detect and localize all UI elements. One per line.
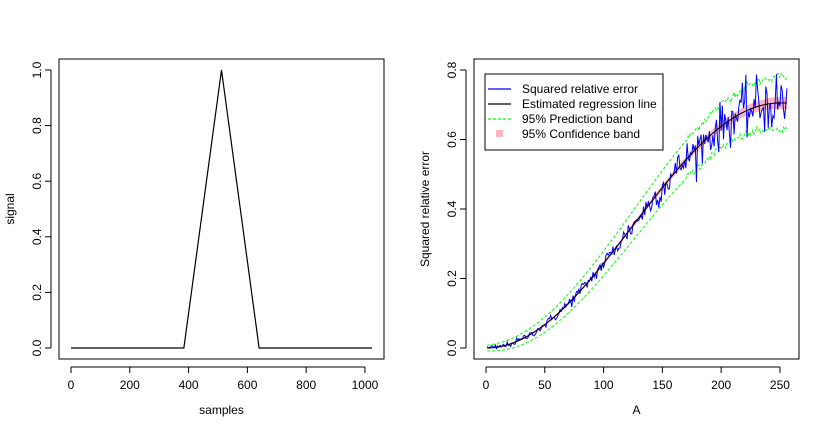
- error-data-marks: [486, 72, 788, 352]
- error-plot-box: [473, 58, 800, 360]
- y-tick-label: 0.6: [30, 173, 44, 190]
- legend-entry: 95% Prediction band: [488, 112, 633, 126]
- legend-label: 95% Confidence band: [522, 127, 640, 141]
- y-tick-label: 0.0: [30, 339, 44, 356]
- x-tick-label: 400: [179, 378, 199, 392]
- signal-data-marks: [71, 69, 372, 349]
- signal-y-tick-labels: 0.0 0.2 0.4 0.6 0.8 1.0: [30, 61, 44, 356]
- signal-axis-ticks: [45, 69, 366, 373]
- y-tick-label: 0.0: [445, 339, 459, 356]
- x-tick-label: 50: [538, 378, 552, 392]
- legend-entry: Estimated regression line: [488, 97, 657, 111]
- signal-y-axis-title: signal: [3, 193, 17, 224]
- error-y-axis-title: Squared relative error: [418, 151, 432, 267]
- x-tick-label: 800: [296, 378, 316, 392]
- error-x-tick-labels: 0 50 100 150 200 250: [483, 378, 791, 392]
- y-tick-label: 0.8: [30, 117, 44, 134]
- prediction-band-lower: [487, 123, 788, 352]
- signal-x-axis-title: samples: [199, 403, 244, 417]
- prediction-band-upper: [487, 72, 788, 346]
- signal-plot-box: [58, 58, 385, 360]
- legend-entry: Squared relative error: [488, 82, 638, 96]
- y-tick-label: 0.4: [30, 228, 44, 245]
- error-y-tick-labels: 0.0 0.2 0.4 0.6 0.8: [445, 61, 459, 356]
- x-tick-label: 600: [237, 378, 257, 392]
- legend-label: Squared relative error: [522, 82, 638, 96]
- x-tick-label: 100: [594, 378, 614, 392]
- x-tick-label: 250: [770, 378, 790, 392]
- x-tick-label: 200: [120, 378, 140, 392]
- regression-line: [487, 102, 787, 349]
- y-tick-label: 0.2: [30, 284, 44, 301]
- x-tick-label: 150: [652, 378, 672, 392]
- x-tick-label: 0: [68, 378, 75, 392]
- y-tick-label: 0.2: [445, 270, 459, 287]
- signal-chart: 0 200 400 600 800 1000 0.0 0.2 0.4 0.6 0.8 1.0 sam…: [3, 58, 385, 417]
- y-tick-label: 0.4: [445, 200, 459, 217]
- y-tick-label: 1.0: [30, 61, 44, 78]
- legend-box: [484, 73, 664, 151]
- y-tick-label: 0.8: [445, 61, 459, 78]
- signal-x-tick-labels: 0 200 400 600 800 1000: [68, 378, 379, 392]
- error-axis-ticks: [460, 69, 781, 373]
- legend-label: 95% Prediction band: [522, 112, 633, 126]
- signal-line: [71, 69, 372, 349]
- y-tick-label: 0.6: [445, 131, 459, 148]
- x-tick-label: 0: [483, 378, 490, 392]
- x-tick-label: 200: [711, 378, 731, 392]
- error-x-axis-title: A: [632, 403, 640, 417]
- error-chart: 0 50 100 150 200 250 0.0 0.2 0.4 0.6 0.8 Squared …: [418, 58, 800, 417]
- legend-swatch: [496, 130, 503, 137]
- legend-entry: 95% Confidence band: [496, 127, 640, 141]
- x-tick-label: 1000: [352, 378, 379, 392]
- legend-label: Estimated regression line: [522, 97, 657, 111]
